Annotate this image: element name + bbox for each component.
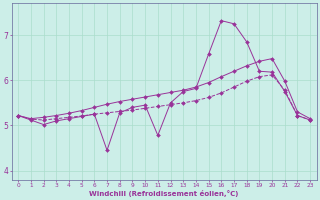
X-axis label: Windchill (Refroidissement éolien,°C): Windchill (Refroidissement éolien,°C) [90,190,239,197]
